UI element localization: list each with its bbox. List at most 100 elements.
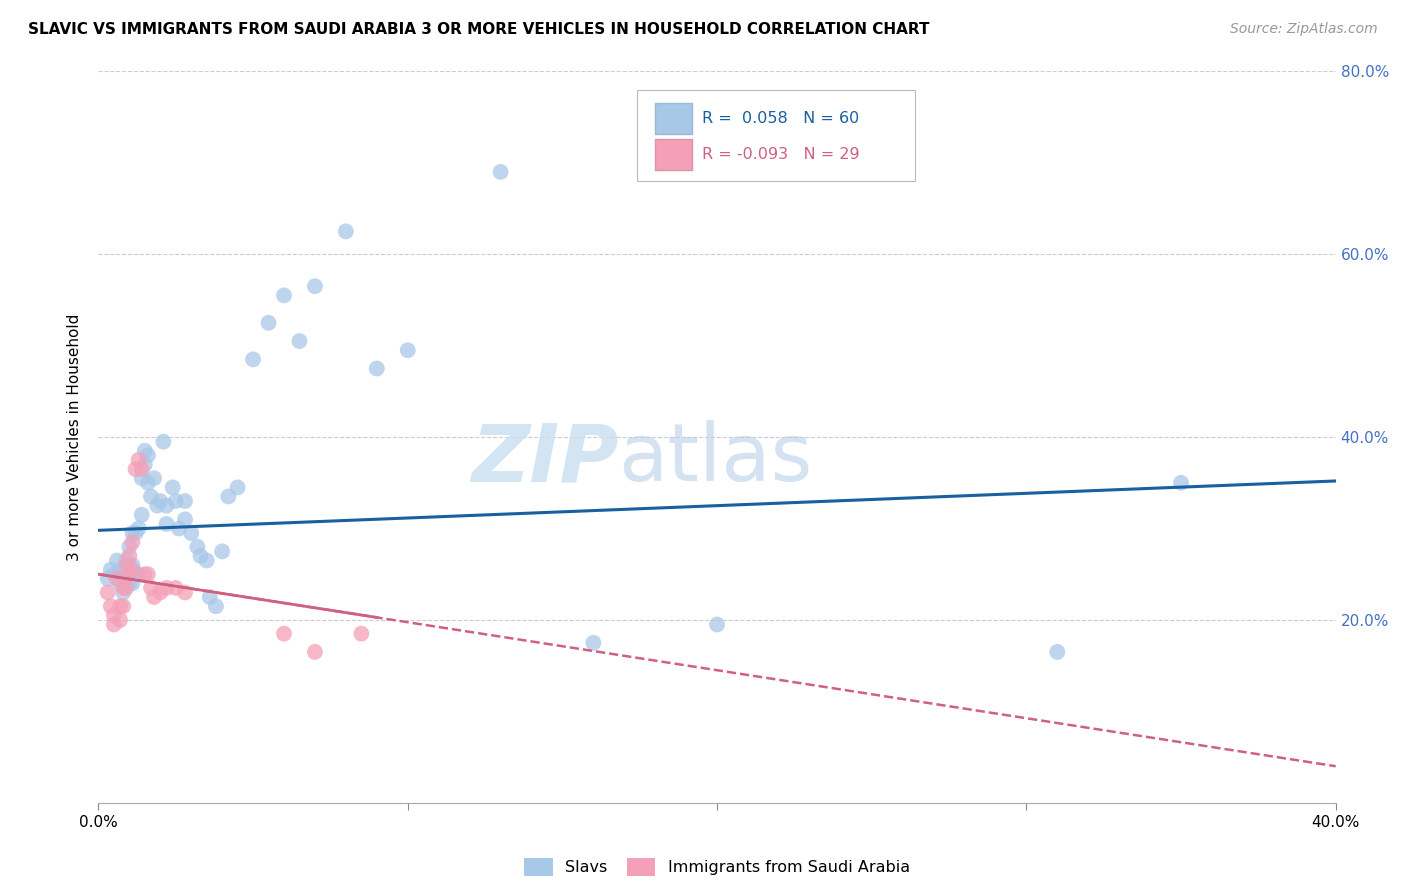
Point: [115, 581, 138, 595]
Point: [139, 490, 162, 504]
Point: [103, 608, 125, 623]
Point: [134, 458, 156, 472]
Point: [174, 585, 197, 599]
Text: atlas: atlas: [619, 420, 813, 498]
Point: [489, 165, 512, 179]
Point: [155, 499, 177, 513]
Point: [273, 626, 295, 640]
Point: [350, 626, 373, 640]
Point: [131, 462, 153, 476]
Point: [121, 526, 143, 541]
Point: [155, 516, 177, 531]
Point: [131, 508, 153, 522]
Point: [118, 558, 141, 573]
Point: [128, 453, 150, 467]
Point: [1170, 475, 1192, 490]
Point: [155, 581, 177, 595]
Point: [146, 499, 169, 513]
Point: [124, 526, 146, 541]
Point: [103, 617, 125, 632]
Text: ZIP: ZIP: [471, 420, 619, 498]
Point: [112, 599, 135, 614]
Text: R = -0.093   N = 29: R = -0.093 N = 29: [702, 147, 860, 162]
Point: [108, 576, 131, 591]
Point: [131, 471, 153, 485]
Point: [205, 599, 228, 614]
Point: [257, 316, 280, 330]
Point: [115, 553, 138, 567]
Point: [304, 279, 326, 293]
Point: [112, 581, 135, 595]
Point: [706, 617, 728, 632]
Point: [121, 535, 143, 549]
Point: [149, 585, 172, 599]
Point: [97, 585, 120, 599]
Point: [124, 567, 146, 582]
Point: [128, 567, 150, 582]
Point: [396, 343, 419, 358]
Point: [97, 572, 120, 586]
Point: [121, 576, 143, 591]
Point: [118, 576, 141, 591]
Point: [273, 288, 295, 302]
Text: Source: ZipAtlas.com: Source: ZipAtlas.com: [1230, 22, 1378, 37]
FancyBboxPatch shape: [637, 90, 915, 181]
Point: [217, 490, 239, 504]
Point: [242, 352, 264, 367]
Text: R =  0.058   N = 60: R = 0.058 N = 60: [702, 111, 859, 126]
Point: [112, 567, 135, 582]
Point: [366, 361, 388, 376]
Point: [103, 567, 125, 582]
Point: [105, 553, 128, 567]
Point: [136, 567, 159, 582]
Point: [100, 599, 122, 614]
Point: [128, 521, 150, 535]
Point: [139, 581, 162, 595]
Point: [115, 558, 138, 573]
Point: [211, 544, 233, 558]
Point: [105, 572, 128, 586]
Y-axis label: 3 or more Vehicles in Household: 3 or more Vehicles in Household: [67, 313, 83, 561]
Point: [1046, 645, 1069, 659]
Point: [115, 576, 138, 591]
Point: [165, 494, 187, 508]
Point: [226, 480, 249, 494]
Text: SLAVIC VS IMMIGRANTS FROM SAUDI ARABIA 3 OR MORE VEHICLES IN HOUSEHOLD CORRELATI: SLAVIC VS IMMIGRANTS FROM SAUDI ARABIA 3…: [28, 22, 929, 37]
Point: [118, 567, 141, 582]
Point: [118, 540, 141, 554]
Point: [100, 563, 122, 577]
Point: [143, 471, 166, 485]
Point: [118, 549, 141, 563]
Point: [143, 590, 166, 604]
Bar: [655, 139, 692, 170]
Point: [162, 480, 184, 494]
Point: [288, 334, 311, 348]
Point: [121, 558, 143, 573]
Point: [149, 494, 172, 508]
Point: [174, 494, 197, 508]
Point: [121, 563, 143, 577]
Point: [134, 443, 156, 458]
Point: [174, 512, 197, 526]
Point: [198, 590, 221, 604]
Point: [304, 645, 326, 659]
Point: [195, 553, 218, 567]
Point: [190, 549, 212, 563]
Point: [108, 613, 131, 627]
Point: [186, 540, 208, 554]
Point: [582, 636, 605, 650]
Point: [108, 563, 131, 577]
Point: [112, 585, 135, 599]
Point: [136, 449, 159, 463]
Point: [124, 462, 146, 476]
Point: [134, 567, 156, 582]
Point: [335, 224, 357, 238]
Point: [165, 581, 187, 595]
Point: [167, 521, 190, 535]
Point: [108, 599, 131, 614]
Point: [152, 434, 174, 449]
Point: [180, 526, 202, 541]
Point: [136, 475, 159, 490]
Legend: Slavs, Immigrants from Saudi Arabia: Slavs, Immigrants from Saudi Arabia: [517, 851, 917, 882]
Bar: [655, 103, 692, 134]
